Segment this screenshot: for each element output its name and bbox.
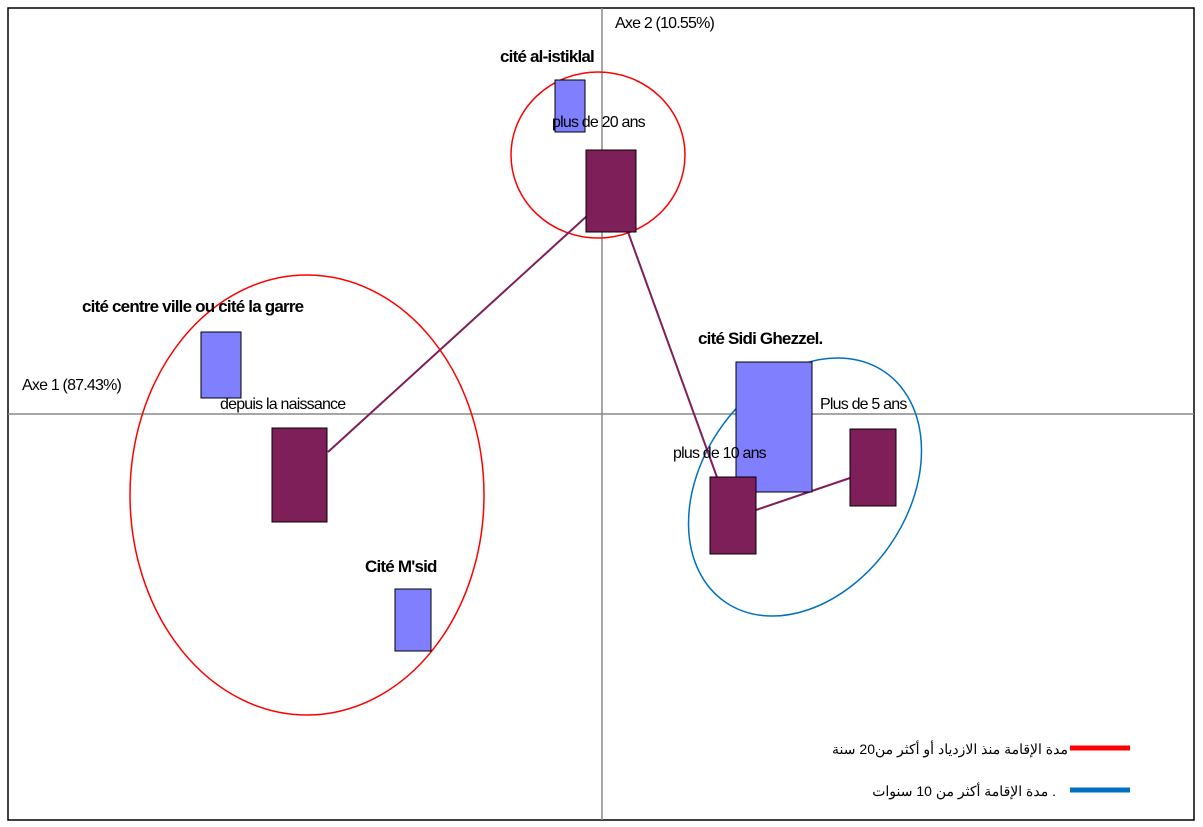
cluster-ellipse xyxy=(129,274,485,716)
node-label: depuis la naissance xyxy=(220,396,346,413)
node-label: cité Sidi Ghezzel. xyxy=(698,329,823,348)
point-box xyxy=(585,149,637,233)
cluster-ellipse xyxy=(510,71,686,239)
link xyxy=(627,231,719,481)
point-box xyxy=(394,588,432,652)
cluster-ellipse xyxy=(687,357,923,617)
node-label: cité centre ville ou cité la garre xyxy=(82,297,304,316)
point-box xyxy=(554,79,586,133)
point-box xyxy=(709,476,757,555)
legend-label: مدة الإقامة منذ الازدياد أو أكثر من20 سن… xyxy=(832,739,1068,758)
link xyxy=(755,477,851,511)
legend-label: مدة الإقامة أكثر من 10 سنوات . xyxy=(872,781,1056,800)
node-label: cité al-istiklal xyxy=(500,47,594,66)
node-label: Plus de 5 ans xyxy=(820,396,907,413)
point-box xyxy=(271,427,328,523)
point-box xyxy=(200,331,242,399)
point-box xyxy=(735,361,813,493)
link xyxy=(327,214,589,453)
node-label: Cité M'sid xyxy=(365,557,437,576)
axis-label: Axe 2 (10.55%) xyxy=(615,15,715,32)
point-box xyxy=(849,428,897,507)
axis-label: Axe 1 (87.43%) xyxy=(22,377,122,394)
node-label: plus de 20 ans xyxy=(552,114,646,131)
node-label: plus de 10 ans xyxy=(673,445,767,462)
